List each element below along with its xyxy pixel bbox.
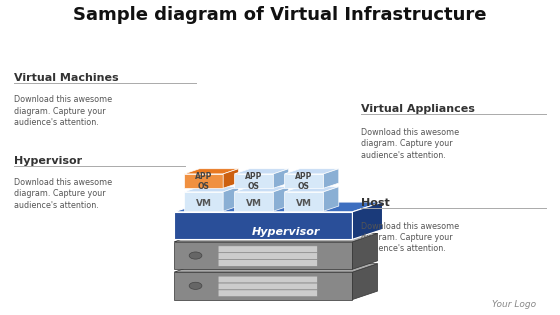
Text: VM: VM	[246, 198, 262, 208]
Polygon shape	[223, 169, 239, 188]
Text: APP
OS: APP OS	[245, 172, 263, 191]
Text: APP
OS: APP OS	[295, 172, 312, 191]
Polygon shape	[273, 169, 288, 188]
Text: Virtual Machines: Virtual Machines	[13, 73, 118, 83]
Polygon shape	[234, 169, 288, 174]
Text: Your Logo: Your Logo	[492, 301, 536, 309]
Circle shape	[189, 282, 202, 289]
Text: Host: Host	[361, 198, 390, 208]
Polygon shape	[174, 202, 382, 212]
Text: Download this awesome
diagram. Capture your
audience's attention.: Download this awesome diagram. Capture y…	[13, 178, 112, 210]
FancyBboxPatch shape	[218, 283, 318, 290]
Polygon shape	[284, 169, 339, 174]
Polygon shape	[184, 169, 239, 174]
Polygon shape	[324, 169, 339, 188]
FancyBboxPatch shape	[218, 276, 318, 283]
FancyBboxPatch shape	[218, 253, 318, 260]
Text: Hypervisor: Hypervisor	[251, 227, 320, 237]
Polygon shape	[174, 242, 352, 269]
Polygon shape	[223, 187, 239, 211]
Polygon shape	[352, 264, 377, 300]
Polygon shape	[352, 202, 382, 239]
Text: Virtual Appliances: Virtual Appliances	[361, 104, 475, 114]
Polygon shape	[284, 174, 324, 188]
Polygon shape	[184, 187, 239, 192]
Text: VM: VM	[195, 198, 212, 208]
Polygon shape	[284, 192, 324, 211]
Polygon shape	[174, 272, 352, 300]
Polygon shape	[184, 174, 223, 188]
FancyBboxPatch shape	[218, 246, 318, 253]
Polygon shape	[234, 187, 288, 192]
Text: Hypervisor: Hypervisor	[13, 156, 82, 166]
Circle shape	[189, 252, 202, 259]
Polygon shape	[324, 187, 339, 211]
Polygon shape	[284, 187, 339, 192]
Polygon shape	[352, 233, 377, 269]
Text: Sample diagram of Virtual Infrastructure: Sample diagram of Virtual Infrastructure	[73, 6, 487, 25]
Polygon shape	[174, 212, 352, 239]
Text: Download this awesome
diagram. Capture your
audience's attention.: Download this awesome diagram. Capture y…	[361, 221, 459, 253]
Polygon shape	[234, 192, 273, 211]
Text: APP
OS: APP OS	[195, 172, 212, 191]
Polygon shape	[174, 233, 377, 242]
FancyBboxPatch shape	[218, 290, 318, 297]
FancyBboxPatch shape	[218, 260, 318, 266]
Polygon shape	[184, 192, 223, 211]
Polygon shape	[174, 264, 377, 272]
Polygon shape	[273, 187, 288, 211]
Text: Download this awesome
diagram. Capture your
audience's attention.: Download this awesome diagram. Capture y…	[361, 128, 459, 160]
Text: VM: VM	[296, 198, 312, 208]
Polygon shape	[234, 174, 273, 188]
Text: Download this awesome
diagram. Capture your
audience's attention.: Download this awesome diagram. Capture y…	[13, 95, 112, 127]
